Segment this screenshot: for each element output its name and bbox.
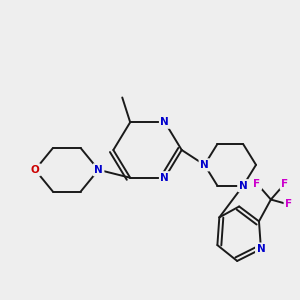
- Text: F: F: [254, 179, 261, 189]
- Text: F: F: [285, 200, 292, 209]
- Text: F: F: [281, 179, 288, 189]
- Text: N: N: [160, 117, 169, 127]
- Text: N: N: [200, 160, 209, 170]
- Text: O: O: [31, 165, 39, 175]
- Text: N: N: [160, 173, 169, 183]
- Text: N: N: [239, 181, 248, 191]
- Text: N: N: [94, 165, 103, 175]
- Text: N: N: [256, 244, 265, 254]
